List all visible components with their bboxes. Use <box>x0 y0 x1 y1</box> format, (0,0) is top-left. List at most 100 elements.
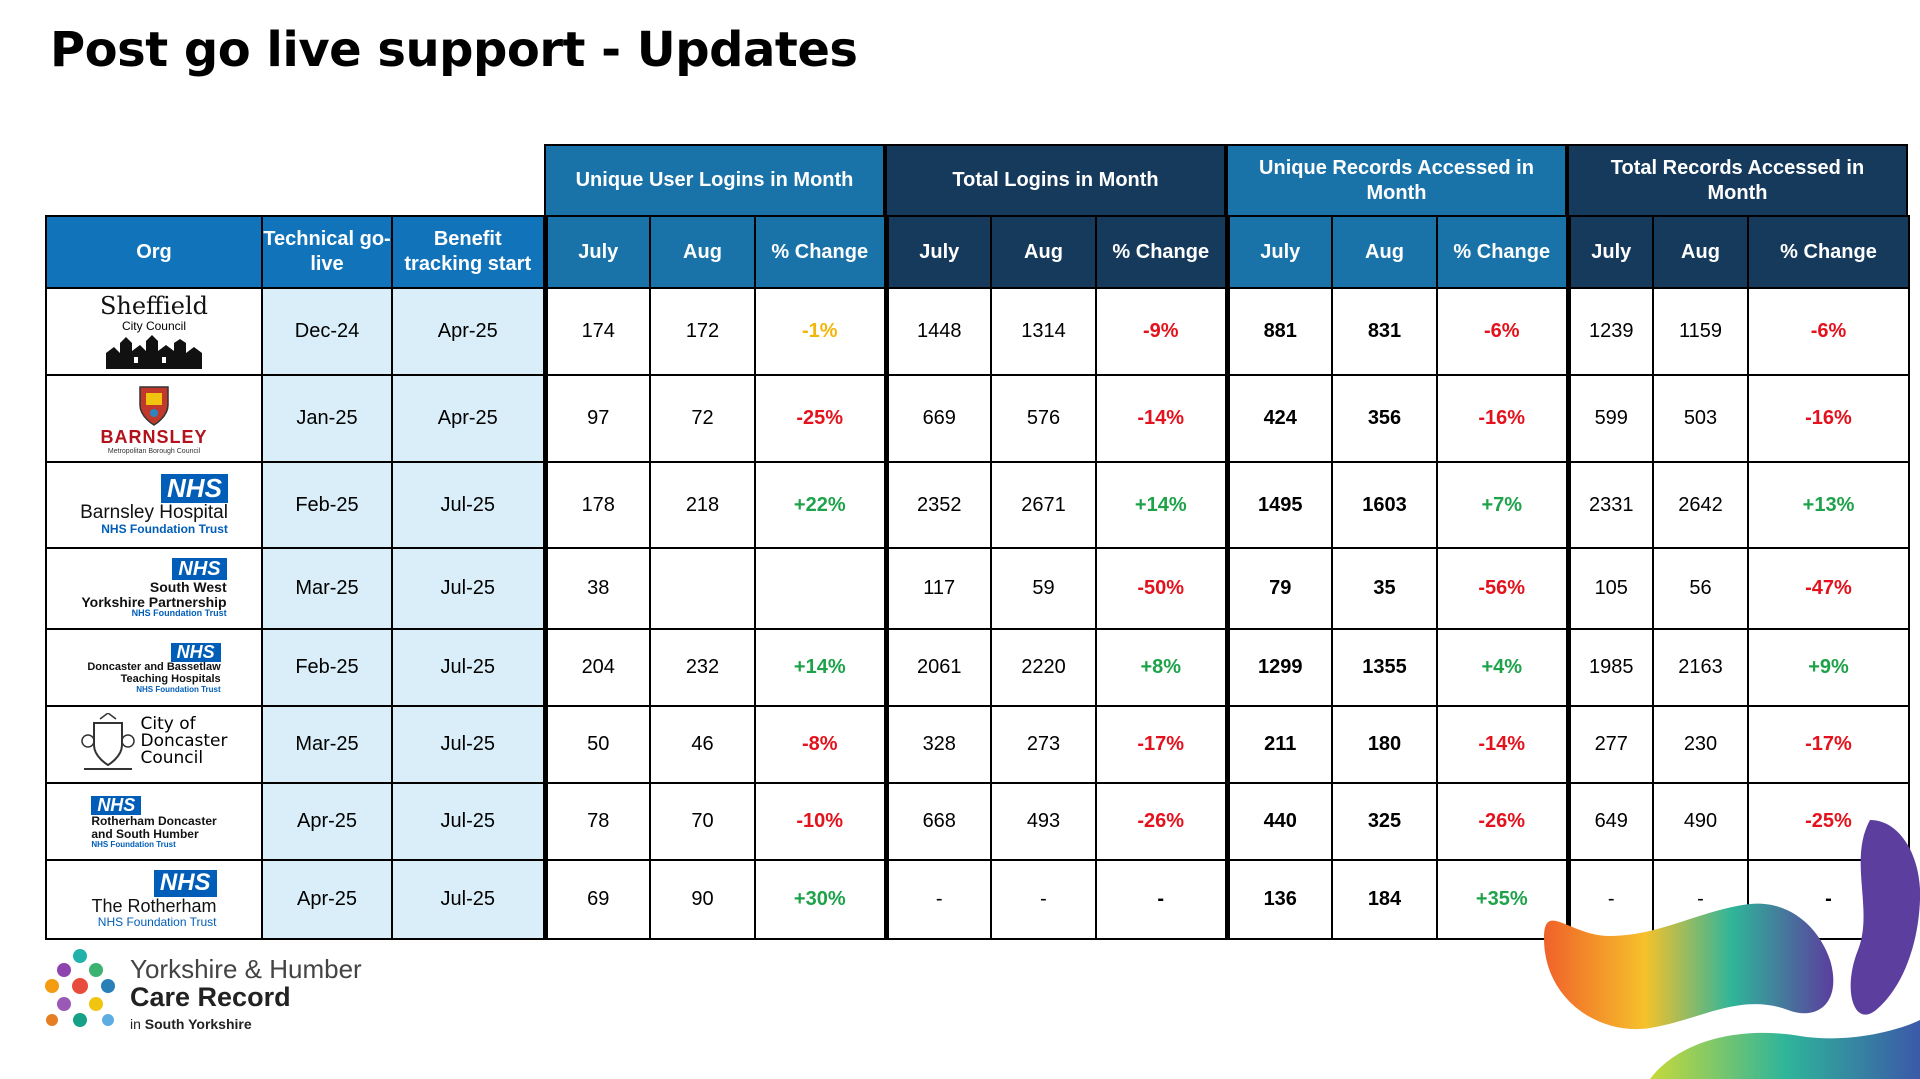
total-records-aug-cell: 490 <box>1652 782 1749 861</box>
unique-records-july-cell: 1495 <box>1224 461 1333 549</box>
table-row: Sheffield City Council Dec-24 Apr-25 174… <box>45 287 1910 376</box>
group-total-records: Total Records Accessed in Month <box>1567 144 1908 217</box>
col-ur-july: July <box>1224 215 1333 289</box>
benefit-tracking-start-cell: Jul-25 <box>391 705 546 784</box>
col-benefit-tracking: Benefit tracking start <box>391 215 546 289</box>
total-logins-aug-cell: 2671 <box>990 461 1097 549</box>
unique-records-change-cell: -6% <box>1436 287 1569 376</box>
decorative-swoosh <box>1544 820 1920 1079</box>
brand-line-3: in South Yorkshire <box>130 1015 252 1032</box>
unique-records-aug-cell: 180 <box>1331 705 1438 784</box>
total-logins-july-cell: 2352 <box>883 461 992 549</box>
unique-records-july-cell: 440 <box>1224 782 1333 861</box>
col-org: Org <box>45 215 263 289</box>
unique-logins-aug-cell: 90 <box>649 859 756 940</box>
unique-logins-july-cell: 69 <box>542 859 651 940</box>
care-record-brand: Yorkshire & Humber Care Record in South … <box>44 948 362 1038</box>
technical-go-live-cell: Mar-25 <box>261 705 393 784</box>
col-technical-go-live: Technical go-live <box>261 215 393 289</box>
unique-logins-july-cell: 78 <box>542 782 651 861</box>
unique-logins-change-cell: -25% <box>754 374 887 463</box>
unique-logins-aug-cell: 232 <box>649 628 756 707</box>
col-ur-aug: Aug <box>1331 215 1438 289</box>
benefit-tracking-start-cell: Jul-25 <box>391 461 546 549</box>
care-record-logo-icon <box>45 949 115 1027</box>
technical-go-live-cell: Feb-25 <box>261 461 393 549</box>
unique-logins-change-cell: +14% <box>754 628 887 707</box>
unique-records-aug-cell: 184 <box>1331 859 1438 940</box>
org-logo-barnsley: BARNSLEY Metropolitan Borough Council <box>45 374 263 463</box>
col-ur-change: % Change <box>1436 215 1569 289</box>
total-logins-july-cell: - <box>883 859 992 940</box>
technical-go-live-cell: Jan-25 <box>261 374 393 463</box>
unique-logins-aug-cell <box>649 547 756 630</box>
col-ul-july: July <box>542 215 651 289</box>
col-tl-july: July <box>883 215 992 289</box>
total-logins-aug-cell: 273 <box>990 705 1097 784</box>
unique-records-change-cell: -26% <box>1436 782 1569 861</box>
col-tr-aug: Aug <box>1652 215 1749 289</box>
technical-go-live-cell: Dec-24 <box>261 287 393 376</box>
city-skyline-icon <box>105 335 202 370</box>
col-tr-change: % Change <box>1747 215 1910 289</box>
unique-logins-aug-cell: 72 <box>649 374 756 463</box>
table-row: NHS Barnsley Hospital NHS Foundation Tru… <box>45 461 1910 549</box>
table-row: NHS Doncaster and Bassetlaw Teaching Hos… <box>45 628 1910 707</box>
unique-records-july-cell: 881 <box>1224 287 1333 376</box>
total-logins-aug-cell: 493 <box>990 782 1097 861</box>
group-unique-user-logins: Unique User Logins in Month <box>544 144 885 217</box>
total-logins-change-cell: -14% <box>1095 374 1228 463</box>
unique-records-july-cell: 1299 <box>1224 628 1333 707</box>
unique-logins-july-cell: 204 <box>542 628 651 707</box>
total-logins-july-cell: 117 <box>883 547 992 630</box>
table-row: City of Doncaster Council Mar-25 Jul-25 … <box>45 705 1910 784</box>
total-records-aug-cell: 2163 <box>1652 628 1749 707</box>
benefit-tracking-start-cell: Jul-25 <box>391 782 546 861</box>
total-records-aug-cell: 230 <box>1652 705 1749 784</box>
unique-logins-july-cell: 178 <box>542 461 651 549</box>
nhs-logo-icon: NHS <box>161 474 228 503</box>
total-logins-change-cell: -50% <box>1095 547 1228 630</box>
total-records-july-cell: 105 <box>1565 547 1654 630</box>
unique-records-change-cell: -14% <box>1436 705 1569 784</box>
org-logo-rdash: NHS Rotherham Doncaster and South Humber… <box>45 782 263 861</box>
total-records-july-cell: 1239 <box>1565 287 1654 376</box>
unique-logins-change-cell: -10% <box>754 782 887 861</box>
col-ul-change: % Change <box>754 215 887 289</box>
total-logins-july-cell: 328 <box>883 705 992 784</box>
unique-records-aug-cell: 325 <box>1331 782 1438 861</box>
benefit-tracking-start-cell: Jul-25 <box>391 628 546 707</box>
total-records-aug-cell: 503 <box>1652 374 1749 463</box>
unique-logins-change-cell: -1% <box>754 287 887 376</box>
total-logins-aug-cell: 1314 <box>990 287 1097 376</box>
technical-go-live-cell: Apr-25 <box>261 859 393 940</box>
unique-records-change-cell: -16% <box>1436 374 1569 463</box>
col-tl-aug: Aug <box>990 215 1097 289</box>
unique-logins-aug-cell: 70 <box>649 782 756 861</box>
total-logins-change-cell: - <box>1095 859 1228 940</box>
total-logins-july-cell: 668 <box>883 782 992 861</box>
col-tl-change: % Change <box>1095 215 1228 289</box>
total-records-change-cell: -47% <box>1747 547 1910 630</box>
total-logins-july-cell: 1448 <box>883 287 992 376</box>
unique-logins-aug-cell: 46 <box>649 705 756 784</box>
total-records-change-cell: -16% <box>1747 374 1910 463</box>
coat-of-arms-icon <box>139 385 169 426</box>
org-logo-dbth: NHS Doncaster and Bassetlaw Teaching Hos… <box>45 628 263 707</box>
unique-records-aug-cell: 35 <box>1331 547 1438 630</box>
unique-records-aug-cell: 831 <box>1331 287 1438 376</box>
total-records-july-cell: 277 <box>1565 705 1654 784</box>
total-records-july-cell: 599 <box>1565 374 1654 463</box>
unique-records-july-cell: 211 <box>1224 705 1333 784</box>
unique-logins-change-cell: +30% <box>754 859 887 940</box>
unique-logins-july-cell: 38 <box>542 547 651 630</box>
org-logo-sheffield: Sheffield City Council <box>45 287 263 376</box>
unique-records-aug-cell: 1603 <box>1331 461 1438 549</box>
technical-go-live-cell: Apr-25 <box>261 782 393 861</box>
nhs-logo-icon: NHS <box>172 557 227 580</box>
technical-go-live-cell: Mar-25 <box>261 547 393 630</box>
nhs-logo-icon: NHS <box>91 795 142 816</box>
group-unique-records: Unique Records Accessed in Month <box>1226 144 1567 217</box>
coat-of-arms-icon <box>81 712 136 770</box>
total-logins-july-cell: 2061 <box>883 628 992 707</box>
